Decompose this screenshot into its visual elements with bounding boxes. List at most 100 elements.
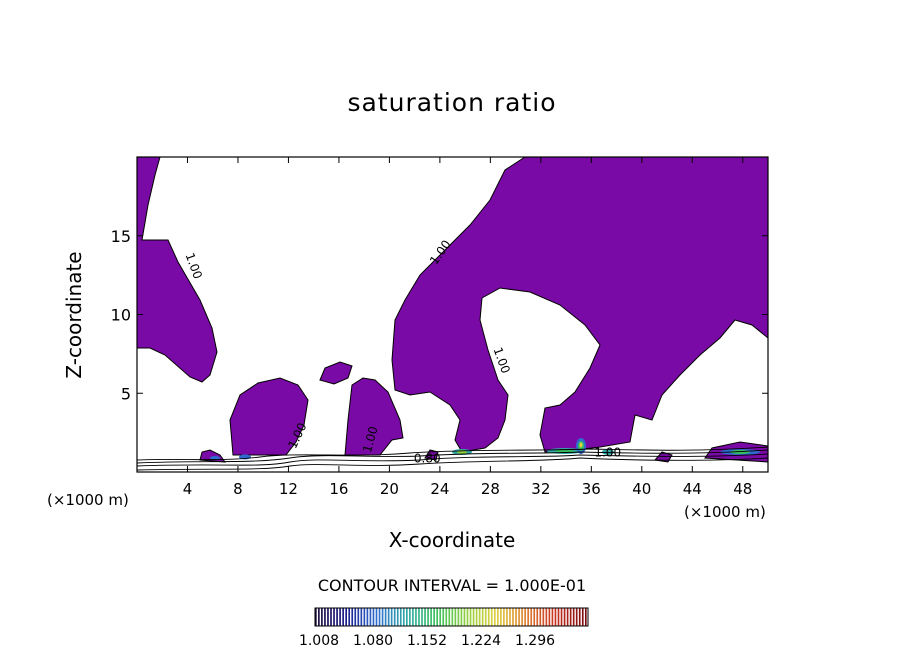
x-tick-label: 40 [632,480,651,498]
colorbar-swatch [451,608,454,626]
colorbar-swatch [375,608,378,626]
saturation-regions [137,157,768,463]
colorbar-swatch [536,608,539,626]
colorbar-swatch [448,608,451,626]
x-tick-label: 32 [531,480,550,498]
colorbar-swatch [566,608,569,626]
colorbar-swatch [524,608,526,626]
colorbar-swatch [315,608,317,626]
colorbar-swatch [518,608,520,626]
colorbar-swatch [527,608,530,626]
colorbar-swatch [521,608,523,626]
colorbar-swatch [542,608,545,626]
colorbar-swatch [324,608,326,626]
colorbar-swatch [393,608,396,626]
colorbar-label: 1.152 [406,633,448,649]
colorbar-swatch [557,608,560,626]
colorbar-swatch [378,608,381,626]
colorbar-swatch [493,608,496,626]
colorbar-swatch [515,608,517,626]
colorbar-swatch [539,608,542,626]
colorbar-swatch [427,608,429,626]
colorbar-frame [314,607,589,627]
colorbar-swatch [351,608,354,626]
colorbar-label: 1.224 [460,633,502,649]
x-axis-ticks: 4 8 12 16 20 24 28 32 36 40 44 48 [183,157,752,498]
colorbar-swatch [342,608,344,626]
region-right-plume [391,157,768,453]
colorbar-swatch [369,608,372,626]
colorbar-swatch [412,608,414,626]
colorbar-swatch [466,608,469,626]
x-tick-label: 44 [683,480,702,498]
colorbar-swatch [321,608,323,626]
x-tick-label: 28 [481,480,500,498]
x-tick-label: 8 [233,480,243,498]
colorbar-label: 1.008 [298,633,340,649]
chart-title: saturation ratio [347,88,557,117]
colorbar-swatch [533,608,536,626]
colorbar-swatch [384,608,387,626]
colorbar-swatch [460,608,463,626]
colorbar-swatch [475,608,478,626]
colorbar [314,607,589,627]
x-tick-label: 36 [582,480,601,498]
x-tick-label: 48 [733,480,752,498]
colorbar-swatch [354,608,357,626]
colorbar-swatch [509,608,511,626]
region-left-column [137,157,218,383]
colorbar-swatch [575,608,578,626]
region-mid-cell-c [319,361,353,385]
colorbar-swatch [481,608,484,626]
colorbar-swatch [472,608,475,626]
colorbar-swatch [415,608,417,626]
colorbar-swatch [478,608,481,626]
colorbar-swatch [433,608,435,626]
colorbar-swatch [357,608,360,626]
colorbar-swatch [463,608,466,626]
x-tick-label: 12 [279,480,298,498]
x-tick-label: 16 [329,480,348,498]
colorbar-label: 1.296 [514,633,556,649]
colorbar-swatch [454,608,457,626]
colorbar-swatch [372,608,375,626]
colorbar-swatch [503,608,505,626]
x-unit-left: (×1000 m) [47,491,129,509]
colorbar-swatch [387,608,390,626]
colorbar-swatch [572,608,575,626]
colorbar-swatch [581,608,584,626]
colorbar-swatch [421,608,423,626]
colorbar-swatch [436,608,439,626]
colorbar-swatch [333,608,335,626]
colorbar-label: 1.080 [352,633,394,649]
colorbar-swatch [409,608,411,626]
y-axis-ticks: 5 10 15 [111,227,768,403]
colorbar-swatch [560,608,563,626]
colorbar-swatch [484,608,487,626]
colorbar-swatch [360,608,363,626]
colorbar-swatch [390,608,393,626]
contour-interval-text: CONTOUR INTERVAL = 1.000E-01 [317,576,587,595]
colorbar-swatch [500,608,502,626]
y-tick-label: 5 [121,384,131,403]
y-tick-label: 15 [111,227,131,246]
colorbar-swatch [551,608,554,626]
colorbar-swatch [569,608,572,626]
colorbar-swatch [439,608,442,626]
colorbar-swatch [584,608,587,626]
colorbar-swatch [402,608,405,626]
colorbar-swatch [406,608,408,626]
contour-label: 0.80 [414,452,441,466]
colorbar-swatch [396,608,399,626]
colorbar-swatch [545,608,548,626]
colorbar-swatch [457,608,460,626]
region-mid-cell-b [344,377,404,456]
colorbar-swatch [339,608,341,626]
colorbar-swatch [554,608,557,626]
colorbar-swatch [512,608,514,626]
colorbar-swatch [578,608,581,626]
colorbar-swatch [399,608,402,626]
colorbar-swatch [506,608,508,626]
colorbar-swatch [381,608,384,626]
